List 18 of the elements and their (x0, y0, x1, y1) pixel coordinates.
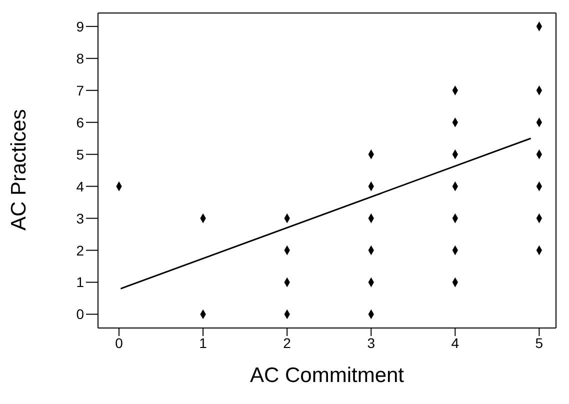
y-tick-label: 5 (76, 146, 84, 162)
y-tick-label: 9 (76, 18, 84, 34)
x-tick-label: 1 (199, 334, 208, 351)
y-axis-title: AC Practices (7, 109, 30, 230)
y-tick-label: 3 (76, 210, 84, 226)
x-tick-label: 4 (451, 334, 460, 351)
x-tick-label: 2 (283, 334, 292, 351)
x-tick-label: 3 (367, 334, 376, 351)
x-tick-label: 5 (535, 334, 544, 351)
y-tick-label: 1 (76, 274, 84, 290)
y-tick-label: 2 (76, 242, 84, 258)
x-axis-title: AC Commitment (250, 364, 404, 387)
y-tick-label: 0 (76, 306, 84, 322)
x-tick-label: 0 (115, 334, 124, 351)
y-tick-label: 7 (76, 82, 84, 98)
y-tick-label: 6 (76, 114, 84, 130)
y-tick-label: 4 (76, 178, 84, 194)
y-tick-label: 8 (76, 50, 84, 66)
